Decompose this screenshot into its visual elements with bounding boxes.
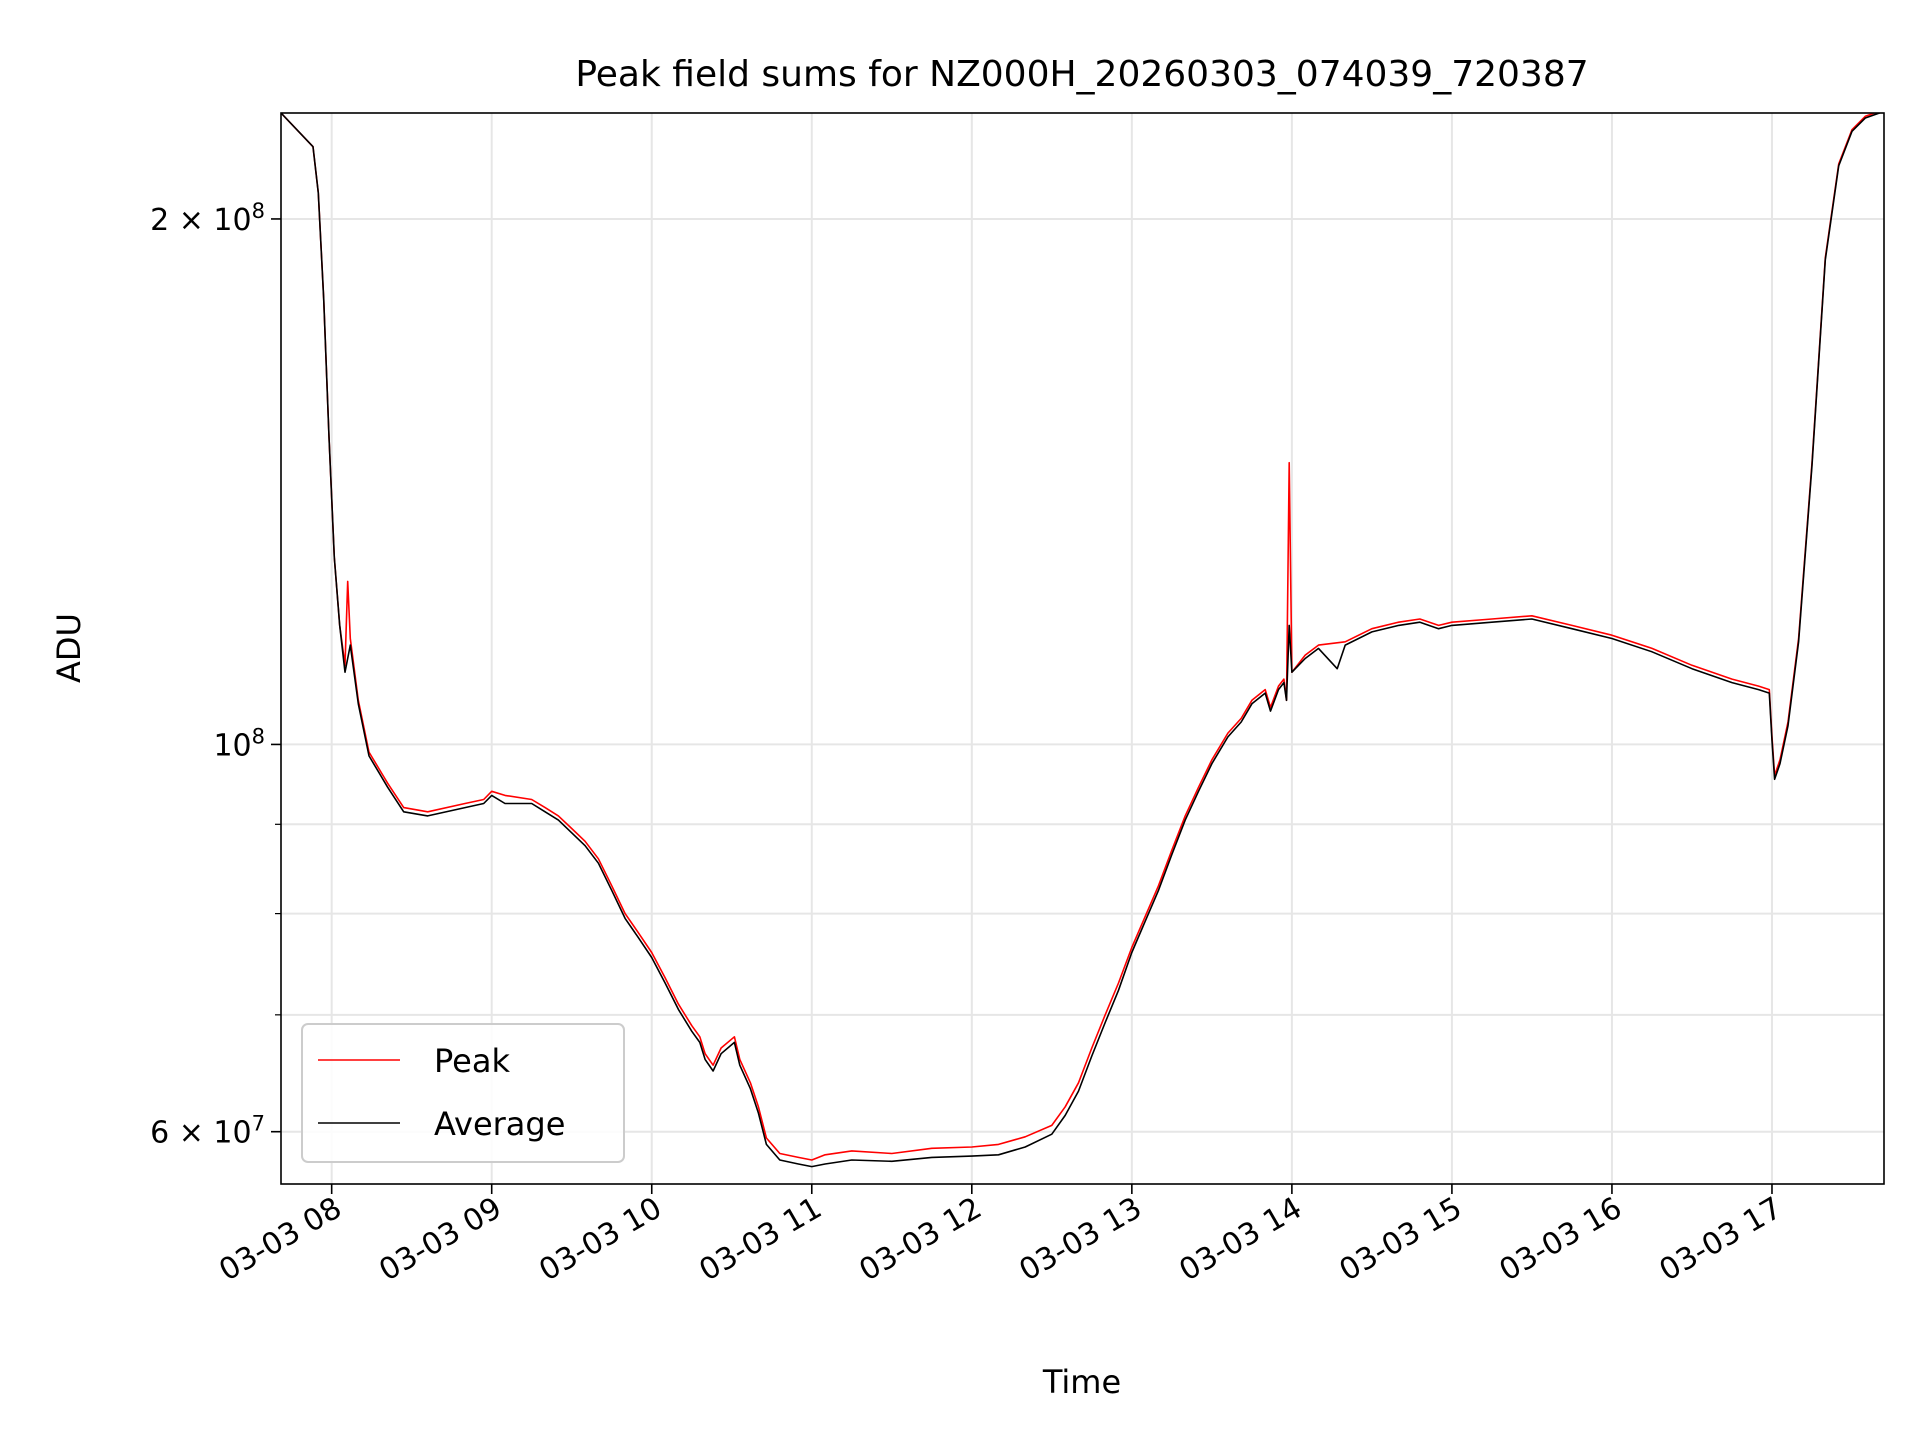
legend-label-average: Average (434, 1105, 565, 1143)
series-group (281, 113, 1882, 1168)
y-tick-label: 6 × 107 (150, 1112, 265, 1151)
grid-lines (281, 113, 1884, 1184)
chart-title: Peak field sums for NZ000H_20260303_0740… (575, 54, 1588, 95)
y-axis-label: ADU (50, 613, 88, 683)
y-tick-label: 108 (213, 724, 265, 763)
y-axis-ticks: 6 × 107 108 2 × 108 (150, 199, 281, 1151)
x-axis-label: Time (1042, 1363, 1121, 1401)
legend-box (301, 1023, 625, 1163)
plot-frame (280, 112, 1885, 1185)
series-line-average (281, 113, 1882, 1168)
legend: Peak Average (301, 1023, 625, 1163)
series-line-peak (281, 113, 1878, 1161)
legend-label-peak: Peak (434, 1042, 510, 1080)
y-tick-label: 2 × 108 (150, 199, 265, 238)
